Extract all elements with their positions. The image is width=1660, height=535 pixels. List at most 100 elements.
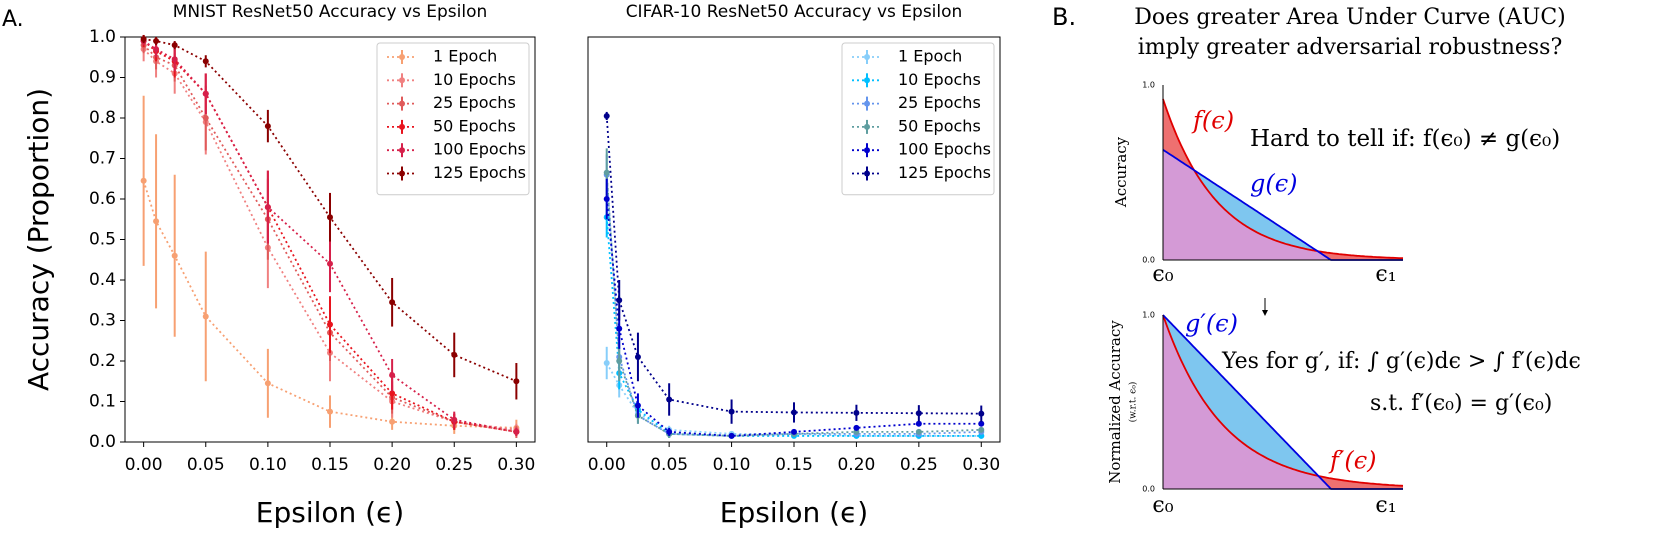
series-line	[605, 172, 982, 437]
point	[603, 112, 610, 119]
legend-label: 25 Epochs	[898, 93, 981, 112]
point	[140, 177, 147, 184]
legend-label: 50 Epochs	[898, 116, 981, 135]
x-label: ϵ₀	[1152, 493, 1173, 518]
x-axis-label: Epsilon (ϵ)	[720, 496, 868, 529]
legend-label: 125 Epochs	[898, 163, 991, 182]
x-tick-label: 0.30	[497, 455, 535, 475]
point	[666, 428, 673, 435]
tick-label: 0.0	[1142, 485, 1155, 494]
point	[603, 196, 610, 202]
legend-swatch	[864, 54, 870, 60]
curve-label: g′(ϵ)	[1185, 310, 1238, 338]
tick-label: 1.0	[1142, 311, 1155, 320]
x-tick-label: 0.25	[900, 455, 938, 475]
x-tick-label: 0.00	[125, 455, 163, 475]
legend-label: 10 Epochs	[898, 70, 981, 89]
point	[153, 46, 160, 53]
point	[634, 402, 641, 409]
legend-swatch	[399, 54, 405, 60]
point	[978, 426, 985, 433]
curve-label: f(ϵ)	[1191, 107, 1234, 135]
x-axis-label: Epsilon (ϵ)	[256, 496, 404, 529]
tick-label: 1.0	[1142, 81, 1155, 90]
point	[171, 252, 178, 259]
area-overlap	[1163, 149, 1403, 260]
point	[264, 123, 271, 130]
y-tick-label: 0.4	[89, 270, 116, 290]
point	[389, 372, 396, 379]
point	[853, 409, 860, 416]
legend-swatch	[864, 170, 870, 177]
note: s.t. f′(ϵ₀) = g′(ϵ₀)	[1370, 391, 1552, 416]
y-axis-label: Accuracy (Proportion)	[22, 88, 55, 391]
y-tick-label: 0.9	[89, 68, 116, 88]
point	[389, 390, 396, 397]
tick-label: 0.0	[1142, 256, 1155, 265]
x-tick-label: 0.30	[962, 455, 1000, 475]
point	[140, 36, 147, 43]
y-tick-label: 0.5	[89, 230, 116, 250]
point	[513, 428, 520, 435]
y-tick-label: 0.7	[89, 149, 116, 169]
axis-label: Normalized Accuracy	[1106, 320, 1124, 484]
legend-label: 100 Epochs	[433, 140, 526, 159]
note: Yes for g′, if: ∫ g′(ϵ)dϵ > ∫ f′(ϵ)dϵ	[1221, 349, 1581, 374]
x-tick-label: 0.15	[775, 455, 813, 475]
point	[603, 360, 610, 367]
point	[853, 424, 860, 431]
point	[264, 380, 271, 387]
legend-swatch	[399, 100, 405, 107]
x-label: ϵ₀	[1152, 262, 1173, 287]
panel-label: A.	[2, 7, 24, 32]
y-tick-label: 0.6	[89, 189, 116, 209]
series-line	[605, 362, 982, 437]
point	[915, 428, 922, 435]
legend-swatch	[864, 77, 870, 84]
legend-swatch	[399, 147, 405, 154]
x-tick-label: 0.25	[435, 455, 473, 475]
point	[728, 408, 735, 415]
legend-label: 10 Epochs	[433, 70, 516, 89]
area-overlap	[1163, 315, 1403, 489]
legend-label: 125 Epochs	[433, 163, 526, 182]
x-tick-label: 0.05	[650, 455, 688, 475]
curve-label: g(ϵ)	[1250, 170, 1298, 198]
panel-label: B.	[1052, 3, 1076, 31]
series-line	[605, 198, 982, 437]
x-tick-label: 0.15	[311, 455, 349, 475]
point	[264, 204, 271, 211]
x-label: ϵ₁	[1375, 262, 1396, 287]
series-line	[605, 217, 982, 437]
legend-label: 1 Epoch	[433, 47, 497, 66]
point	[202, 115, 209, 121]
point	[327, 321, 333, 328]
point	[451, 351, 458, 358]
legend-label: 50 Epochs	[433, 116, 516, 135]
point	[791, 428, 797, 435]
point	[915, 410, 922, 417]
chart-title: MNIST ResNet50 Accuracy vs Epsilon	[173, 2, 488, 22]
point	[603, 169, 610, 176]
curve-label: f′(ϵ)	[1328, 447, 1377, 475]
legend-label: 25 Epochs	[433, 93, 516, 112]
legend-label: 100 Epochs	[898, 140, 991, 159]
point	[616, 358, 623, 364]
axis-label: (w.r.t. ϵ₀)	[1128, 382, 1139, 423]
legend-swatch	[864, 100, 870, 107]
y-tick-label: 1.0	[89, 27, 116, 47]
point	[153, 38, 160, 45]
legend-swatch	[399, 123, 405, 130]
point	[666, 396, 673, 403]
point	[451, 416, 458, 423]
point	[171, 56, 178, 63]
point	[791, 409, 797, 416]
point	[915, 420, 922, 427]
point	[153, 218, 160, 225]
x-tick-label: 0.00	[588, 455, 626, 475]
point	[389, 418, 396, 425]
legend-swatch	[864, 147, 870, 154]
point	[327, 260, 333, 267]
